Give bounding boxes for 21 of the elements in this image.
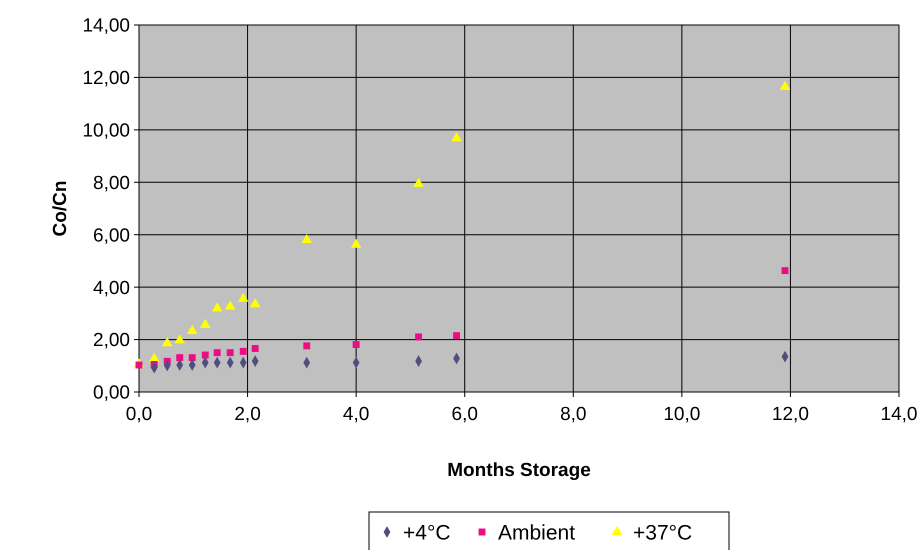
x-tick-label: 10,0 [663, 404, 700, 425]
x-tick-label: 8,0 [560, 404, 586, 425]
x-tick-label: 4,0 [342, 404, 370, 425]
y-tick-label: 12,00 [82, 68, 130, 90]
y-tick-label: 10,00 [82, 120, 130, 142]
y-tick-label: 6,00 [93, 225, 130, 246]
x-tick-label: 6,0 [452, 404, 478, 425]
legend-label: Ambient [498, 521, 576, 544]
legend-label: +37°C [633, 521, 692, 544]
y-tick-label: 0,00 [93, 382, 130, 404]
y-tick-label: 8,00 [93, 172, 130, 194]
x-tick-label: 0,0 [126, 404, 152, 425]
x-tick-label: 14,0 [880, 404, 918, 425]
legend-label: +4°C [403, 521, 451, 544]
y-axis-title: Co/Cn [50, 180, 71, 236]
x-axis-title: Months Storage [447, 460, 591, 481]
y-tick-label: 4,00 [93, 278, 130, 299]
y-tick-label: 14,00 [82, 16, 130, 37]
x-tick-label: 12,0 [772, 404, 809, 425]
x-tick-label: 2,0 [234, 404, 261, 425]
y-tick-label: 2,00 [93, 330, 130, 352]
